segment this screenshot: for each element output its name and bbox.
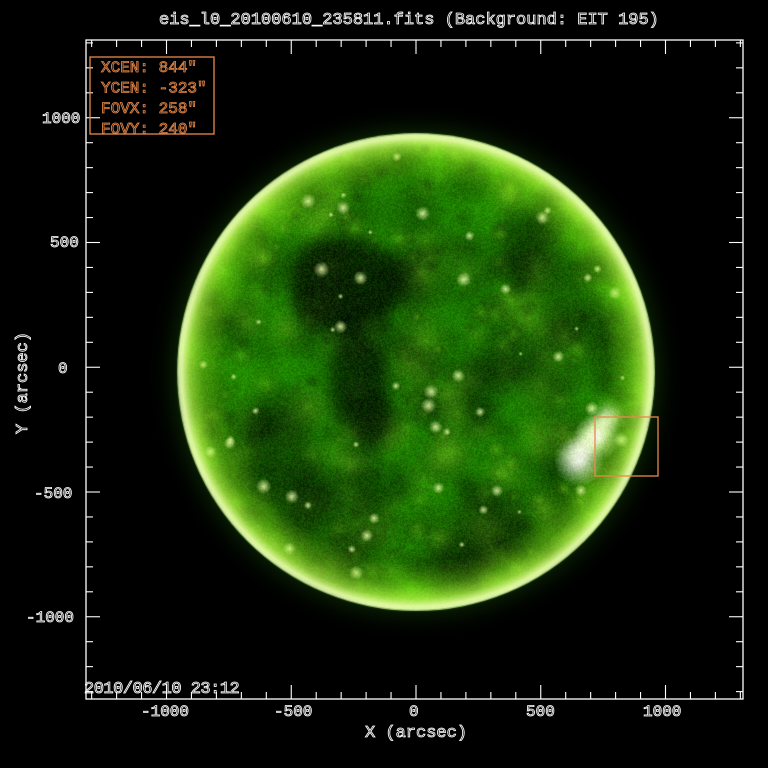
svg-text:1000: 1000 — [42, 110, 80, 128]
svg-text:YCEN: -323": YCEN: -323" — [101, 80, 207, 98]
svg-text:eis_l0_20100610_235811.fits: eis_l0_20100610_235811.fits (Background:… — [159, 11, 659, 30]
svg-text:FOVY: 240": FOVY: 240" — [101, 121, 197, 139]
svg-text:1000: 1000 — [643, 703, 681, 721]
svg-text:-1000: -1000 — [26, 609, 74, 627]
svg-text:2010/06/10 23:12: 2010/06/10 23:12 — [84, 680, 239, 699]
svg-text:500: 500 — [50, 234, 79, 252]
svg-text:FOVX: 258": FOVX: 258" — [101, 100, 197, 118]
svg-text:0: 0 — [58, 360, 68, 378]
svg-text:-500: -500 — [274, 703, 312, 721]
svg-text:XCEN: 844": XCEN: 844" — [101, 59, 197, 77]
svg-text:Y (arcsec): Y (arcsec) — [14, 332, 33, 434]
svg-text:0: 0 — [409, 703, 419, 721]
svg-text:-1000: -1000 — [141, 703, 189, 721]
svg-text:500: 500 — [526, 703, 555, 721]
svg-text:-500: -500 — [34, 485, 72, 503]
svg-text:X (arcsec): X (arcsec) — [365, 724, 467, 743]
